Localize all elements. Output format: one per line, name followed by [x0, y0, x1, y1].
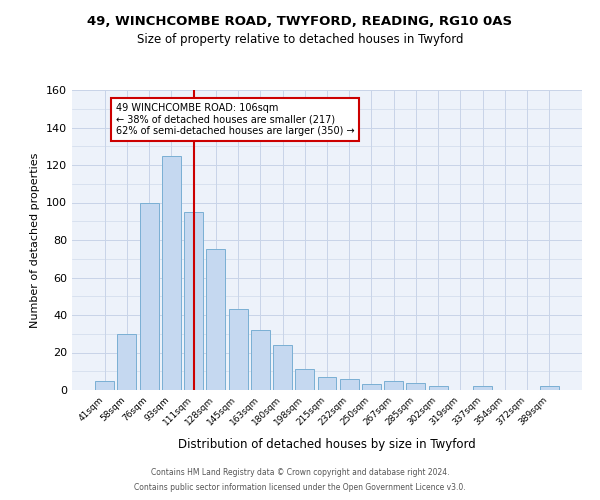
Bar: [140, 202, 158, 390]
Text: Contains HM Land Registry data © Crown copyright and database right 2024.: Contains HM Land Registry data © Crown c…: [151, 468, 449, 477]
Bar: [317, 377, 337, 390]
Text: Size of property relative to detached houses in Twyford: Size of property relative to detached ho…: [137, 32, 463, 46]
Bar: [95, 380, 114, 390]
Bar: [273, 345, 292, 390]
Bar: [118, 334, 136, 390]
Bar: [362, 384, 381, 390]
Bar: [184, 212, 203, 390]
Bar: [295, 370, 314, 390]
Bar: [473, 386, 492, 390]
Bar: [229, 310, 248, 390]
Text: 49 WINCHCOMBE ROAD: 106sqm
← 38% of detached houses are smaller (217)
62% of sem: 49 WINCHCOMBE ROAD: 106sqm ← 38% of deta…: [116, 103, 355, 136]
Y-axis label: Number of detached properties: Number of detached properties: [31, 152, 40, 328]
Text: 49, WINCHCOMBE ROAD, TWYFORD, READING, RG10 0AS: 49, WINCHCOMBE ROAD, TWYFORD, READING, R…: [88, 15, 512, 28]
Bar: [340, 379, 359, 390]
X-axis label: Distribution of detached houses by size in Twyford: Distribution of detached houses by size …: [178, 438, 476, 451]
Bar: [162, 156, 181, 390]
Bar: [429, 386, 448, 390]
Bar: [540, 386, 559, 390]
Text: Contains public sector information licensed under the Open Government Licence v3: Contains public sector information licen…: [134, 483, 466, 492]
Bar: [251, 330, 270, 390]
Bar: [206, 250, 225, 390]
Bar: [384, 380, 403, 390]
Bar: [406, 382, 425, 390]
